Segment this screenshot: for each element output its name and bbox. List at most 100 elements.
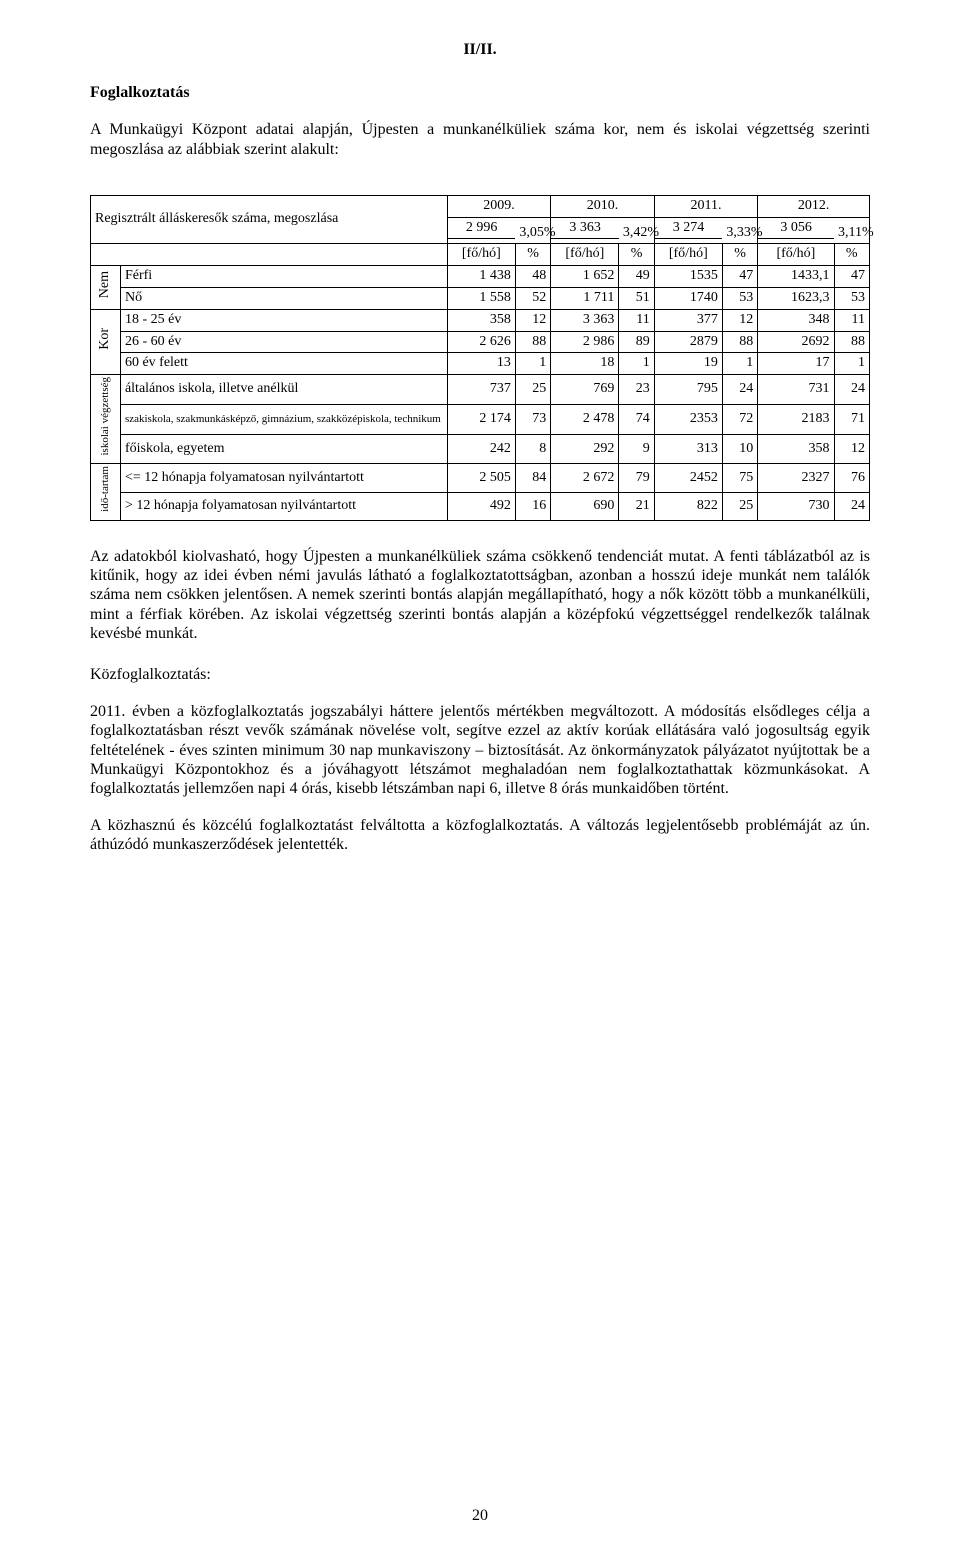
- cell: 18: [551, 353, 619, 375]
- paragraph-3: A közhasznú és közcélú foglalkoztatást f…: [90, 816, 870, 854]
- cell: 730: [758, 492, 834, 520]
- cell: 24: [834, 492, 869, 520]
- cell: 1 438: [447, 266, 515, 288]
- year-3: 2012.: [758, 195, 870, 217]
- paragraph-2: 2011. évben a közfoglalkoztatás jogszabá…: [90, 702, 870, 798]
- cell: 24: [722, 375, 757, 405]
- cell: 2 986: [551, 331, 619, 353]
- total-fo-3: 3 056: [758, 217, 834, 239]
- cell: 2183: [758, 404, 834, 434]
- cell: 3 363: [551, 309, 619, 331]
- cell: 2 626: [447, 331, 515, 353]
- cell: 17: [758, 353, 834, 375]
- cell: 690: [551, 492, 619, 520]
- cell: 21: [619, 492, 654, 520]
- row-label: 26 - 60 év: [120, 331, 447, 353]
- cell: 822: [654, 492, 722, 520]
- cell: 10: [722, 434, 757, 464]
- total-fo-2: 3 274: [654, 217, 722, 239]
- cell: 88: [515, 331, 550, 353]
- cell: 1433,1: [758, 266, 834, 288]
- cell: 242: [447, 434, 515, 464]
- cell: 11: [619, 309, 654, 331]
- cell: 53: [834, 287, 869, 309]
- cell: 72: [722, 404, 757, 434]
- cell: 377: [654, 309, 722, 331]
- cell: 2327: [758, 464, 834, 492]
- cell: 313: [654, 434, 722, 464]
- table-row: iskolai végzettség általános iskola, ill…: [91, 375, 870, 405]
- cell: 292: [551, 434, 619, 464]
- unit-3: [fő/hó]: [758, 244, 834, 266]
- cell: 9: [619, 434, 654, 464]
- group-label-iskolai-text: iskolai végzettség: [99, 377, 112, 456]
- cell: 1: [515, 353, 550, 375]
- group-label-kor: Kor: [91, 309, 121, 374]
- total-fo-1: 3 363: [551, 217, 619, 239]
- table-row: 26 - 60 év 2 626 88 2 986 89 2879 88 269…: [91, 331, 870, 353]
- total-fo-0: 2 996: [447, 217, 515, 239]
- cell: 25: [515, 375, 550, 405]
- unit-0: [fő/hó]: [447, 244, 515, 266]
- row-label: Nő: [120, 287, 447, 309]
- row-label: > 12 hónapja folyamatosan nyilvántartott: [120, 492, 447, 520]
- cell: 88: [834, 331, 869, 353]
- cell: 71: [834, 404, 869, 434]
- cell: 47: [722, 266, 757, 288]
- cell: 74: [619, 404, 654, 434]
- cell: 2353: [654, 404, 722, 434]
- cell: 89: [619, 331, 654, 353]
- year-1: 2010.: [551, 195, 654, 217]
- group-label-idotartam-text: idő-tartam: [99, 466, 112, 512]
- table-row: szakiskola, szakmunkásképző, gimnázium, …: [91, 404, 870, 434]
- cell: 12: [515, 309, 550, 331]
- cell: 47: [834, 266, 869, 288]
- total-pct-2-val: 3,33%: [726, 225, 762, 240]
- table-row: 60 év felett 13 1 18 1 19 1 17 1: [91, 353, 870, 375]
- cell: 358: [447, 309, 515, 331]
- cell: 2 672: [551, 464, 619, 492]
- cell: 12: [834, 434, 869, 464]
- group-label-idotartam: idő-tartam: [91, 464, 121, 521]
- table-row: idő-tartam <= 12 hónapja folyamatosan ny…: [91, 464, 870, 492]
- table-row: főiskola, egyetem 242 8 292 9 313 10 358…: [91, 434, 870, 464]
- cell: 23: [619, 375, 654, 405]
- cell: 79: [619, 464, 654, 492]
- cell: 737: [447, 375, 515, 405]
- cell: 19: [654, 353, 722, 375]
- pct-1: %: [619, 244, 654, 266]
- cell: 1 711: [551, 287, 619, 309]
- pct-3: %: [834, 244, 869, 266]
- table-row-units: [fő/hó] % [fő/hó] % [fő/hó] % [fő/hó] %: [91, 244, 870, 266]
- cell: 24: [834, 375, 869, 405]
- table-header-label: Regisztrált álláskeresők száma, megoszlá…: [91, 195, 448, 244]
- cell: 11: [834, 309, 869, 331]
- cell: 84: [515, 464, 550, 492]
- cell: 1: [722, 353, 757, 375]
- cell: 75: [722, 464, 757, 492]
- cell: 1740: [654, 287, 722, 309]
- intro-paragraph: A Munkaügyi Központ adatai alapján, Újpe…: [90, 120, 870, 158]
- cell: 2 505: [447, 464, 515, 492]
- row-label: szakiskola, szakmunkásképző, gimnázium, …: [120, 404, 447, 434]
- cell: 48: [515, 266, 550, 288]
- cell: 2 174: [447, 404, 515, 434]
- total-pct-3: 3,11%: [834, 217, 869, 244]
- paragraph-1: Az adatokból kiolvasható, hogy Újpesten …: [90, 547, 870, 643]
- cell: 348: [758, 309, 834, 331]
- cell: 16: [515, 492, 550, 520]
- cell: 2879: [654, 331, 722, 353]
- cell: 2692: [758, 331, 834, 353]
- total-pct-2: 3,33%: [722, 217, 757, 244]
- cell: 1: [619, 353, 654, 375]
- cell: 8: [515, 434, 550, 464]
- cell: 2452: [654, 464, 722, 492]
- cell: 25: [722, 492, 757, 520]
- row-label: főiskola, egyetem: [120, 434, 447, 464]
- table-row: > 12 hónapja folyamatosan nyilvántartott…: [91, 492, 870, 520]
- cell: 1: [834, 353, 869, 375]
- group-label-nem-text: Nem: [97, 271, 114, 298]
- total-pct-0: 3,05%: [515, 217, 550, 244]
- table-row: Kor 18 - 25 év 358 12 3 363 11 377 12 34…: [91, 309, 870, 331]
- total-pct-1-val: 3,42%: [623, 225, 659, 240]
